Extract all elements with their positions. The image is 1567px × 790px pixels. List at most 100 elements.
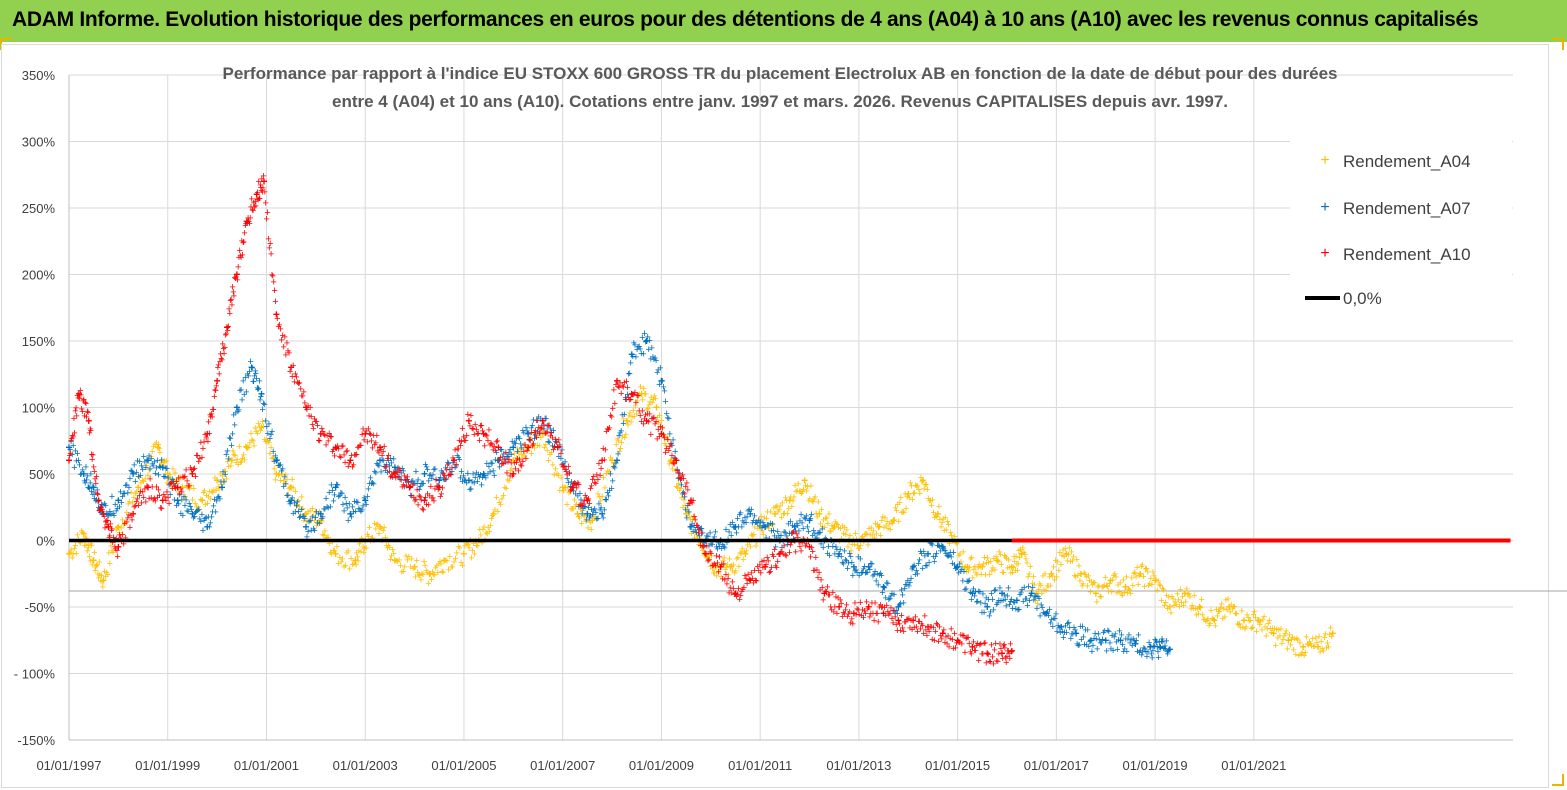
data-point: + [490,507,497,521]
data-point-fill: + [70,549,76,561]
data-point-fill: + [1228,600,1234,612]
data-point-fill: + [1065,550,1071,562]
data-point-fill: + [221,477,227,489]
data-point-fill: + [702,551,708,563]
data-point-fill: + [565,482,571,494]
data-point-fill: + [580,505,586,517]
data-point-fill: + [630,405,636,417]
data-point-fill: + [1057,547,1063,559]
data-point-fill: + [151,456,157,468]
data-point-fill: + [249,435,255,447]
data-point-fill: + [582,510,588,522]
data-point-fill: + [990,562,996,574]
data-point-fill: + [806,496,812,508]
data-point-fill: + [1170,594,1176,606]
data-point-fill: + [1276,625,1282,637]
data-point-fill: + [464,539,470,551]
data-point-fill: + [1153,575,1159,587]
data-point-fill: + [1130,580,1136,592]
data-point-fill: + [272,475,278,487]
data-point-fill: + [526,442,532,454]
data-point-fill: + [427,569,433,581]
data-point-fill: + [344,548,350,560]
data-point: + [411,560,418,574]
data-point-fill: + [470,538,476,550]
data-point-fill: + [152,439,158,451]
data-point-fill: + [1329,631,1335,643]
data-point-fill: + [174,478,180,490]
data-point-fill: + [224,456,230,468]
data-point-fill: + [775,507,781,519]
data-point-fill: + [1055,557,1061,569]
data-point-fill: + [339,554,345,566]
data-point-fill: + [166,498,172,510]
data-point-fill: + [933,510,939,522]
data-point-fill: + [208,511,214,523]
resize-handle-top-right[interactable] [1552,38,1564,50]
data-point-fill: + [863,529,869,541]
data-point: + [352,553,359,567]
data-point-fill: + [1034,598,1040,610]
data-point-fill: + [1251,606,1257,618]
data-point-fill: + [1056,565,1062,577]
resize-handle-bottom-right[interactable] [1552,774,1564,786]
data-point-fill: + [86,483,92,495]
data-point-fill: + [1028,585,1034,597]
data-point-fill: + [1151,570,1157,582]
data-point-fill: + [1249,622,1255,634]
data-point-fill: + [966,562,972,574]
data-point-fill: + [267,448,273,460]
data-point: + [934,507,941,521]
data-point-fill: + [346,564,352,576]
data-point-fill: + [1051,575,1057,587]
data-point-fill: + [934,511,940,523]
data-point-fill: + [918,472,924,484]
data-point-fill: + [80,527,86,539]
data-point-fill: + [348,553,354,565]
data-point-fill: + [188,504,194,516]
data-point-fill: + [980,559,986,571]
data-point-fill: + [96,557,102,569]
data-point-fill: + [1244,610,1250,622]
data-point-fill: + [99,509,105,521]
data-point-fill: + [452,553,458,565]
data-point-fill: + [730,560,736,572]
data-point-fill: + [728,560,734,572]
data-point-fill: + [473,540,479,552]
data-point-fill: + [496,497,502,509]
data-point-fill: + [238,456,244,468]
data-point: + [243,440,250,454]
data-point-fill: + [1309,633,1315,645]
data-point-fill: + [112,499,118,511]
data-point-fill: + [667,456,673,468]
data-point-fill: + [605,466,611,478]
data-point-fill: + [331,490,337,502]
data-point-fill: + [286,496,292,508]
data-point-fill: + [157,447,163,459]
data-point-fill: + [248,428,254,440]
data-point-fill: + [227,453,233,465]
data-point-fill: + [888,517,894,529]
data-point-fill: + [777,500,783,512]
data-point-fill: + [571,495,577,507]
data-point-fill: + [1140,571,1146,583]
data-point-fill: + [1198,594,1204,606]
data-point-fill: + [389,472,395,484]
data-point-fill: + [205,511,211,523]
data-point-fill: + [88,486,94,498]
data-point-fill: + [500,490,506,502]
data-point-fill: + [1322,629,1328,641]
data-point-fill: + [220,467,226,479]
data-point-fill: + [325,502,331,514]
data-point-fill: + [1304,639,1310,651]
data-point-fill: + [899,507,905,519]
data-point-fill: + [552,463,558,475]
data-point: + [1226,600,1233,614]
data-point-fill: + [675,478,681,490]
data-point-fill: + [1011,551,1017,563]
data-point-fill: + [973,567,979,579]
data-point-fill: + [1115,579,1121,591]
data-point-fill: + [149,459,155,471]
data-point-fill: + [623,429,629,441]
data-point-fill: + [287,482,293,494]
